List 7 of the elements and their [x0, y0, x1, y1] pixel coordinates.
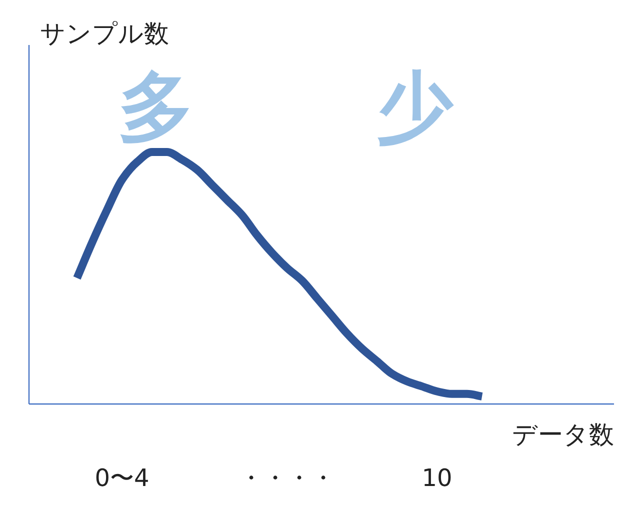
text: 多	[118, 62, 194, 151]
text: 少	[377, 62, 454, 151]
x-tick-label: 10	[422, 464, 452, 492]
x-axis-title: データ数	[512, 420, 614, 449]
x-tick-label: 0〜4	[94, 464, 150, 492]
y-axis-title: サンプル数	[40, 19, 169, 48]
x-tick-label: ・・・・	[239, 464, 335, 492]
